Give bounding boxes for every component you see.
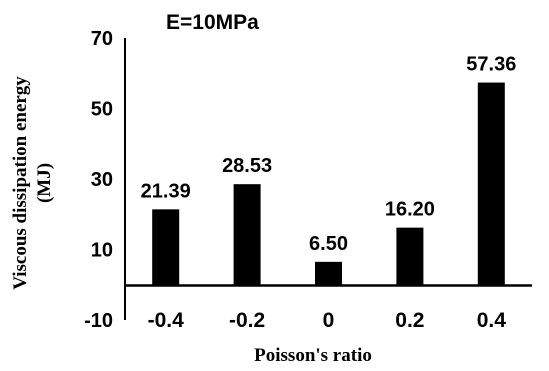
y-tick-labels: -10 10 30 50 70 <box>84 28 113 332</box>
y-tick-label: 30 <box>91 169 113 191</box>
chart-annotation: E=10MPa <box>166 11 259 34</box>
x-tick-label: 0.4 <box>477 309 507 332</box>
y-axis-label: Viscous dissipation energy <box>10 76 31 290</box>
x-tick-label: -0.4 <box>148 309 185 332</box>
bars <box>152 82 505 285</box>
bar-value-label: 16.20 <box>385 199 435 221</box>
x-tick-labels: -0.4 -0.2 0 0.2 0.4 <box>148 309 507 332</box>
bar-value-label: 28.53 <box>222 155 272 177</box>
bar <box>396 227 424 285</box>
y-tick-label: -10 <box>84 310 113 332</box>
bar <box>152 209 180 285</box>
x-tick-label: 0 <box>323 309 335 332</box>
x-tick-label: 0.2 <box>395 309 424 332</box>
x-axis-label: Poisson's ratio <box>254 345 372 366</box>
bar <box>233 184 261 285</box>
y-tick-label: 10 <box>91 240 113 262</box>
y-axis-label-unit: (MJ) <box>34 163 55 203</box>
x-tick-label: -0.2 <box>229 309 265 332</box>
bar-value-label: 21.39 <box>141 180 191 202</box>
bar <box>315 261 342 285</box>
bar-value-label: 6.50 <box>309 233 348 255</box>
y-tick-label: 50 <box>91 99 113 121</box>
bar-value-labels: 21.39 28.53 6.50 16.20 57.36 <box>141 54 517 255</box>
bar <box>477 82 505 285</box>
bar-value-label: 57.36 <box>466 54 516 76</box>
y-tick-label: 70 <box>91 28 113 50</box>
